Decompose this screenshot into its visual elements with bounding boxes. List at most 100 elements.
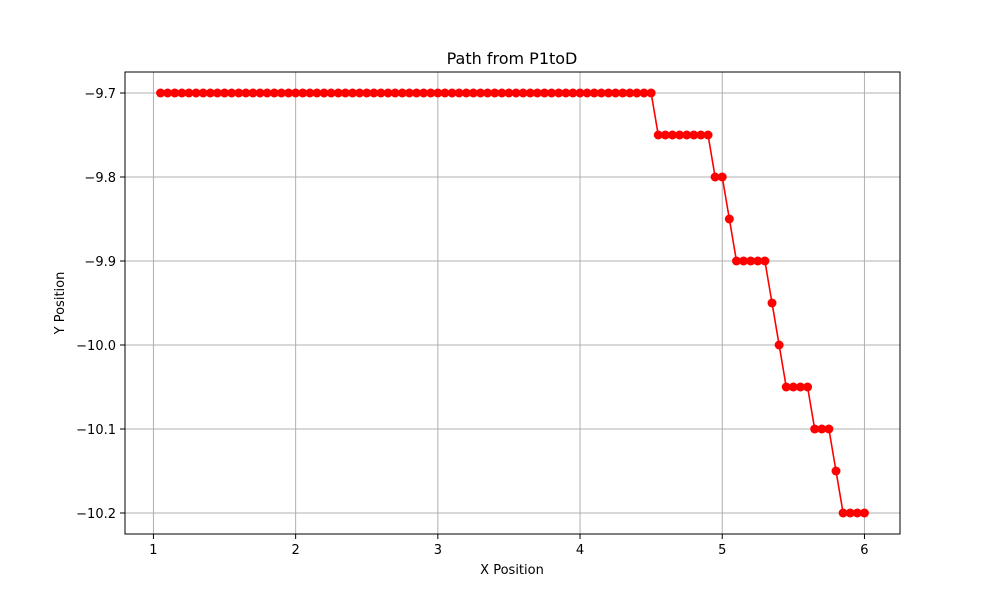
data-point xyxy=(177,88,187,98)
data-point xyxy=(838,508,848,518)
data-point xyxy=(383,88,393,98)
data-point xyxy=(205,88,215,98)
y-tick-label: −10.0 xyxy=(76,339,116,354)
data-point xyxy=(625,88,635,98)
chart-title: Path from P1toD xyxy=(447,49,578,68)
data-point xyxy=(390,88,400,98)
data-point xyxy=(291,88,301,98)
data-point xyxy=(397,88,407,98)
data-point xyxy=(326,88,336,98)
data-point xyxy=(426,88,436,98)
x-tick-label: 5 xyxy=(718,543,726,558)
data-point xyxy=(547,88,557,98)
series-path xyxy=(156,88,869,518)
data-point xyxy=(717,172,727,182)
data-point xyxy=(369,88,379,98)
data-point xyxy=(724,214,734,224)
data-point xyxy=(234,88,244,98)
data-point xyxy=(269,88,279,98)
data-point xyxy=(824,424,834,434)
data-point xyxy=(696,130,706,140)
data-point xyxy=(539,88,549,98)
data-point xyxy=(653,130,663,140)
data-point xyxy=(518,88,528,98)
data-point xyxy=(667,130,677,140)
data-point xyxy=(575,88,585,98)
x-axis-label: X Position xyxy=(480,563,544,578)
data-point xyxy=(568,88,578,98)
data-point xyxy=(803,382,813,392)
data-point xyxy=(746,256,756,266)
data-point xyxy=(689,130,699,140)
data-point xyxy=(660,130,670,140)
y-tick-label: −9.9 xyxy=(84,255,116,270)
data-point xyxy=(795,382,805,392)
data-point xyxy=(817,424,827,434)
data-point xyxy=(582,88,592,98)
data-point xyxy=(810,424,820,434)
data-point xyxy=(404,88,414,98)
data-point xyxy=(525,88,535,98)
data-point xyxy=(760,256,770,266)
data-point xyxy=(198,88,208,98)
data-point xyxy=(362,88,372,98)
axis-ticks: 1 2 3 4 5 6 −9.7 −9.8 −9.9 −10.0 −10.1 −10.2 xyxy=(76,87,868,558)
data-point xyxy=(412,88,422,98)
series-line xyxy=(160,92,865,514)
data-point xyxy=(340,88,350,98)
data-point xyxy=(312,88,322,98)
data-point xyxy=(739,256,749,266)
data-point xyxy=(774,340,784,350)
data-point xyxy=(753,256,763,266)
data-point xyxy=(355,88,365,98)
data-point xyxy=(476,88,486,98)
data-point xyxy=(483,88,493,98)
data-point xyxy=(611,88,621,98)
data-point xyxy=(227,88,237,98)
data-point xyxy=(703,130,713,140)
data-point xyxy=(639,88,649,98)
y-axis-label: Y Position xyxy=(53,272,68,336)
grid xyxy=(125,72,900,534)
data-point xyxy=(554,88,564,98)
data-point xyxy=(859,508,869,518)
data-point xyxy=(170,88,180,98)
data-point xyxy=(156,88,166,98)
x-tick-label: 2 xyxy=(292,543,300,558)
data-point xyxy=(348,88,358,98)
data-point xyxy=(603,88,613,98)
y-tick-label: −10.1 xyxy=(76,423,116,438)
data-point xyxy=(298,88,308,98)
data-point xyxy=(454,88,464,98)
data-point xyxy=(376,88,386,98)
data-point xyxy=(419,88,429,98)
x-tick-label: 4 xyxy=(576,543,584,558)
data-point xyxy=(284,88,294,98)
data-point xyxy=(497,88,507,98)
x-tick-label: 6 xyxy=(860,543,868,558)
data-point xyxy=(731,256,741,266)
y-tick-label: −9.8 xyxy=(84,171,116,186)
x-tick-label: 1 xyxy=(149,543,157,558)
data-point xyxy=(788,382,798,392)
plot-frame xyxy=(124,71,901,535)
data-point xyxy=(333,88,343,98)
data-point xyxy=(319,88,329,98)
data-point xyxy=(831,466,841,476)
data-point xyxy=(241,88,251,98)
data-point xyxy=(276,88,286,98)
data-point xyxy=(532,88,542,98)
data-point xyxy=(212,88,222,98)
data-point xyxy=(682,130,692,140)
data-point xyxy=(710,172,720,182)
data-point xyxy=(646,88,656,98)
data-point xyxy=(191,88,201,98)
data-point xyxy=(184,88,194,98)
data-point xyxy=(262,88,272,98)
data-point xyxy=(447,88,457,98)
data-point xyxy=(490,88,500,98)
data-point xyxy=(675,130,685,140)
data-point xyxy=(781,382,791,392)
data-point xyxy=(248,88,258,98)
